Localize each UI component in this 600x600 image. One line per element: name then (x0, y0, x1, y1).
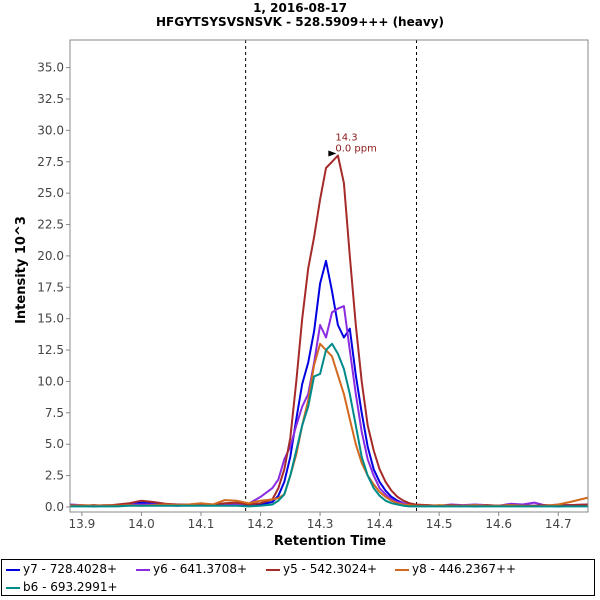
legend-swatch (266, 568, 280, 571)
legend-item: b6 - 693.2991+ (6, 579, 118, 595)
peak-annotation: 14.3 0.0 ppm (328, 132, 377, 157)
x-tick-label: 14.2 (247, 517, 274, 531)
y-tick-label: 17.5 (37, 280, 64, 294)
y-tick-label: 7.5 (45, 406, 64, 420)
y-tick-label: 12.5 (37, 343, 64, 357)
series-line (70, 342, 588, 508)
tick-marks (66, 67, 559, 516)
y-axis-label: Intensity 10^3 (14, 216, 29, 324)
y-tick-label: 22.5 (37, 218, 64, 232)
peak-marker-icon (328, 150, 337, 157)
chromatogram-chart: 1, 2016-08-17 HFGYTSYSVSNSVK - 528.5909+… (14, 1, 589, 549)
x-tick-label: 14.1 (188, 517, 215, 531)
x-tick-label: 14.6 (485, 517, 512, 531)
chart-subtitle: HFGYTSYSVSNSVK - 528.5909+++ (heavy) (156, 15, 444, 29)
y-tick-label: 2.5 (45, 469, 64, 483)
series-line (69, 342, 589, 508)
x-tick-label: 13.9 (69, 517, 96, 531)
y-tick-label: 20.0 (37, 249, 64, 263)
legend-label: y8 - 446.2367++ (412, 562, 517, 576)
legend-label: y6 - 641.3708+ (153, 562, 248, 576)
legend-swatch (6, 568, 20, 571)
legend-swatch (395, 568, 409, 571)
legend-label: y5 - 542.3024+ (283, 562, 378, 576)
series-lines (69, 154, 589, 508)
x-tick-label: 14.3 (307, 517, 334, 531)
y-tick-label: 15.0 (37, 312, 64, 326)
legend: y7 - 728.4028+ y6 - 641.3708+ y5 - 542.302… (1, 559, 595, 596)
y-tick-label: 32.5 (37, 92, 64, 106)
x-tick-label: 14.7 (545, 517, 572, 531)
peak-rt-label: 14.3 (335, 132, 357, 143)
legend-item: y5 - 542.3024+ (266, 561, 377, 577)
peak-boundaries (245, 40, 418, 512)
series-line (70, 259, 588, 508)
tick-labels: 13.9 14.0 14.1 14.2 14.3 14.4 14.5 14.6 14.7 0.0 2… (37, 61, 571, 531)
chart-title: 1, 2016-08-17 (253, 1, 347, 15)
legend-label: b6 - 693.2991+ (23, 580, 118, 594)
series-line (69, 305, 589, 507)
x-tick-label: 14.4 (366, 517, 393, 531)
plot-area (69, 39, 589, 513)
peak-ppm-label: 0.0 ppm (335, 143, 377, 154)
legend-label: y7 - 728.4028+ (23, 562, 118, 576)
y-tick-label: 35.0 (37, 61, 64, 75)
legend-swatch (6, 586, 20, 589)
series-line (69, 154, 589, 507)
y-tick-label: 10.0 (37, 374, 64, 388)
y-tick-label: 27.5 (37, 155, 64, 169)
x-axis-label: Retention Time (274, 534, 386, 549)
legend-item: y7 - 728.4028+ (6, 561, 117, 577)
y-tick-label: 5.0 (45, 437, 64, 451)
legend-item: y8 - 446.2367++ (395, 561, 516, 577)
y-tick-label: 30.0 (37, 123, 64, 137)
legend-item: y6 - 641.3708+ (136, 561, 247, 577)
legend-swatch (136, 568, 150, 571)
x-tick-label: 14.0 (128, 517, 155, 531)
y-tick-label: 25.0 (37, 186, 64, 200)
y-tick-label: 0.0 (45, 500, 64, 514)
x-tick-label: 14.5 (426, 517, 453, 531)
